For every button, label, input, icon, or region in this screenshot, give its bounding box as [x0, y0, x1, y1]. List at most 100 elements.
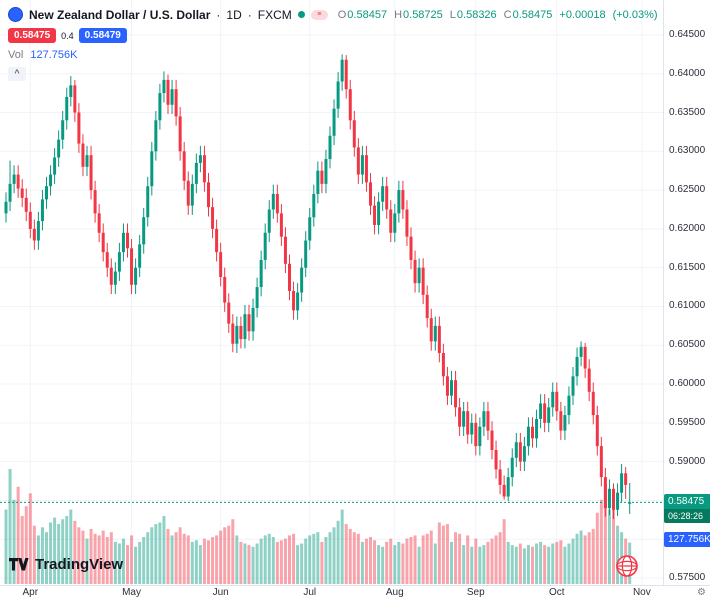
candle [381, 186, 385, 202]
time-axis[interactable]: Apr May Jun Jul Aug Sep Oct Nov [0, 585, 710, 600]
candle [324, 159, 328, 184]
time-tick-label: Jun [212, 587, 229, 598]
sell-button[interactable]: 0.58475 [8, 28, 57, 43]
separator-dot: · [216, 7, 221, 22]
candle [263, 232, 267, 260]
candle [478, 426, 482, 447]
candlestick-chart[interactable] [0, 0, 663, 585]
price-axis[interactable]: 0.58475 06:28:26 127.756K 0.64500 0.64000… [663, 0, 710, 585]
candle [369, 182, 372, 206]
candle [247, 314, 251, 332]
globe-icon[interactable] [614, 553, 640, 579]
candle [437, 325, 441, 354]
candle [377, 201, 381, 225]
candle [421, 267, 425, 295]
settings-icon[interactable]: ⚙ [697, 587, 706, 598]
candle [259, 259, 263, 288]
candle [599, 446, 603, 478]
candle [450, 380, 453, 396]
candle [271, 193, 275, 210]
candle [413, 259, 417, 284]
tradingview-logo-icon [9, 558, 29, 571]
bar-countdown: 06:28:26 [664, 509, 710, 524]
candle [146, 186, 150, 218]
exchange-label[interactable]: FXCM [257, 7, 292, 22]
candle [40, 199, 44, 222]
candle [531, 426, 534, 439]
candle [243, 314, 247, 340]
collapse-pane-button[interactable]: ^ [8, 67, 26, 81]
candle [45, 186, 48, 200]
candle [616, 492, 620, 510]
candle [65, 96, 69, 121]
candle [202, 155, 206, 183]
candle [8, 183, 12, 202]
candle [227, 302, 231, 324]
buy-button[interactable]: 0.58479 [78, 28, 127, 43]
symbol-title[interactable]: New Zealand Dollar / U.S. Dollar [29, 7, 211, 22]
candle [397, 190, 401, 214]
candle [81, 143, 85, 167]
candle [113, 271, 117, 285]
candle [178, 116, 182, 152]
candle [239, 325, 243, 340]
price-tick-label: 0.59500 [669, 416, 706, 428]
high-readout: H0.58725 [394, 8, 443, 21]
spread-value: 0.4 [61, 30, 74, 41]
candle [12, 174, 16, 184]
candle [494, 450, 498, 470]
candle [624, 473, 628, 485]
candle [373, 205, 377, 225]
candle [170, 89, 174, 105]
candle [429, 318, 433, 342]
candle [150, 151, 154, 187]
candle [251, 308, 255, 332]
candle [296, 292, 300, 311]
candle [130, 248, 134, 285]
open-readout: O0.58457 [337, 8, 388, 21]
candle [89, 155, 93, 191]
candle [405, 209, 409, 237]
candle-layer [4, 54, 632, 520]
price-tick-label: 0.61000 [669, 300, 706, 312]
tradingview-logo[interactable]: TradingView [8, 556, 123, 573]
price-tick-label: 0.57500 [669, 572, 706, 584]
candle [348, 89, 352, 121]
candle [607, 488, 611, 509]
interval-label[interactable]: 1D [226, 7, 242, 22]
candle [300, 267, 304, 293]
candle [279, 213, 283, 237]
time-tick-label: Apr [22, 587, 39, 598]
candle [555, 391, 559, 412]
candle [401, 190, 405, 210]
candle [454, 380, 458, 408]
candle [352, 120, 356, 148]
candle [267, 209, 271, 233]
candle [134, 267, 138, 285]
candle [255, 287, 259, 309]
candle [364, 155, 368, 183]
candle [563, 415, 567, 431]
candle [320, 170, 324, 184]
time-tick-label: May [122, 587, 141, 598]
candle [518, 442, 522, 462]
candle [85, 155, 89, 167]
candle [466, 411, 470, 435]
time-tick-label: Nov [632, 587, 651, 598]
candle [316, 170, 320, 194]
candle [292, 290, 296, 311]
volume-badge: 127.756K [664, 532, 710, 548]
candle [231, 323, 235, 344]
candle [49, 174, 53, 187]
volume-label: Vol [8, 49, 24, 61]
candle [283, 236, 287, 264]
candle [356, 147, 360, 175]
candle [506, 477, 510, 497]
price-tick-label: 0.64000 [669, 67, 706, 79]
candle [595, 415, 599, 447]
candle [57, 139, 61, 158]
time-tick-label: Aug [385, 587, 404, 598]
candle [462, 411, 466, 427]
candle [28, 211, 32, 229]
candle [61, 120, 65, 140]
